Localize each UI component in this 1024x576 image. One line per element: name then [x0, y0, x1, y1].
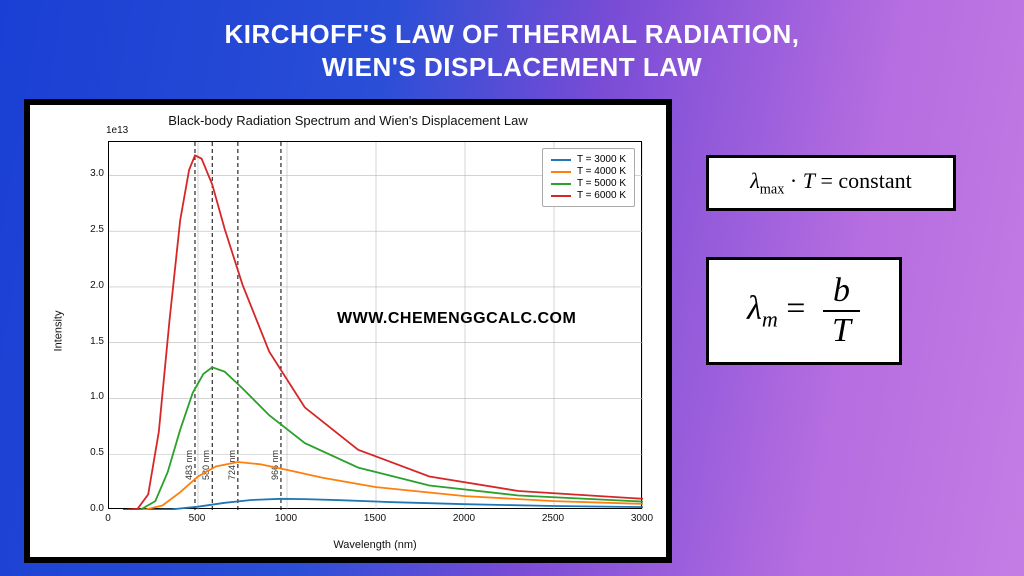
equations-column: λmax · T = constant λm = bT	[706, 99, 956, 365]
eq1-rhs: constant	[838, 168, 911, 193]
page-title: KIRCHOFF'S LAW OF THERMAL RADIATION, WIE…	[225, 18, 800, 83]
eq2-eq: =	[778, 290, 814, 327]
svg-text:580 nm: 580 nm	[201, 450, 211, 480]
eq1-eq: =	[815, 168, 838, 193]
eq1-content: λmax · T = constant	[750, 168, 911, 198]
eq1-sub: max	[760, 181, 785, 197]
title-line-2: WIEN'S DISPLACEMENT LAW	[322, 52, 702, 82]
svg-text:483 nm: 483 nm	[184, 450, 194, 480]
eq1-dot: ·	[784, 168, 802, 193]
svg-text:966 nm: 966 nm	[270, 450, 280, 480]
equation-wien-formula: λm = bT	[706, 257, 902, 365]
page-background: KIRCHOFF'S LAW OF THERMAL RADIATION, WIE…	[0, 0, 1024, 576]
chart-panel: Black-body Radiation Spectrum and Wien's…	[30, 105, 666, 557]
eq2-den: T	[822, 312, 861, 350]
eq2-sub: m	[762, 307, 778, 332]
y-exponent: 1e13	[106, 125, 128, 136]
watermark: WWW.CHEMENGGCALC.COM	[337, 310, 576, 328]
chart-frame: Black-body Radiation Spectrum and Wien's…	[24, 99, 672, 563]
title-line-1: KIRCHOFF'S LAW OF THERMAL RADIATION,	[225, 19, 800, 49]
eq2-content: λm = bT	[747, 272, 861, 350]
eq2-frac: bT	[822, 272, 861, 350]
eq2-num: b	[823, 272, 860, 312]
eq2-lambda: λ	[747, 290, 762, 327]
svg-text:724 nm: 724 nm	[227, 450, 237, 480]
equation-wien-constant: λmax · T = constant	[706, 155, 956, 211]
content-row: Black-body Radiation Spectrum and Wien's…	[24, 99, 1000, 563]
eq1-lambda: λ	[750, 168, 760, 193]
eq1-T: T	[803, 168, 815, 193]
x-axis-label: Wavelength (nm)	[108, 539, 642, 551]
legend: T = 3000 KT = 4000 KT = 5000 KT = 6000 K	[542, 148, 635, 207]
plot-area: 483 nm 580 nm 724 nm 966 nm T = 3000 KT = 4…	[108, 141, 642, 509]
y-axis-label: Intensity	[52, 311, 64, 352]
